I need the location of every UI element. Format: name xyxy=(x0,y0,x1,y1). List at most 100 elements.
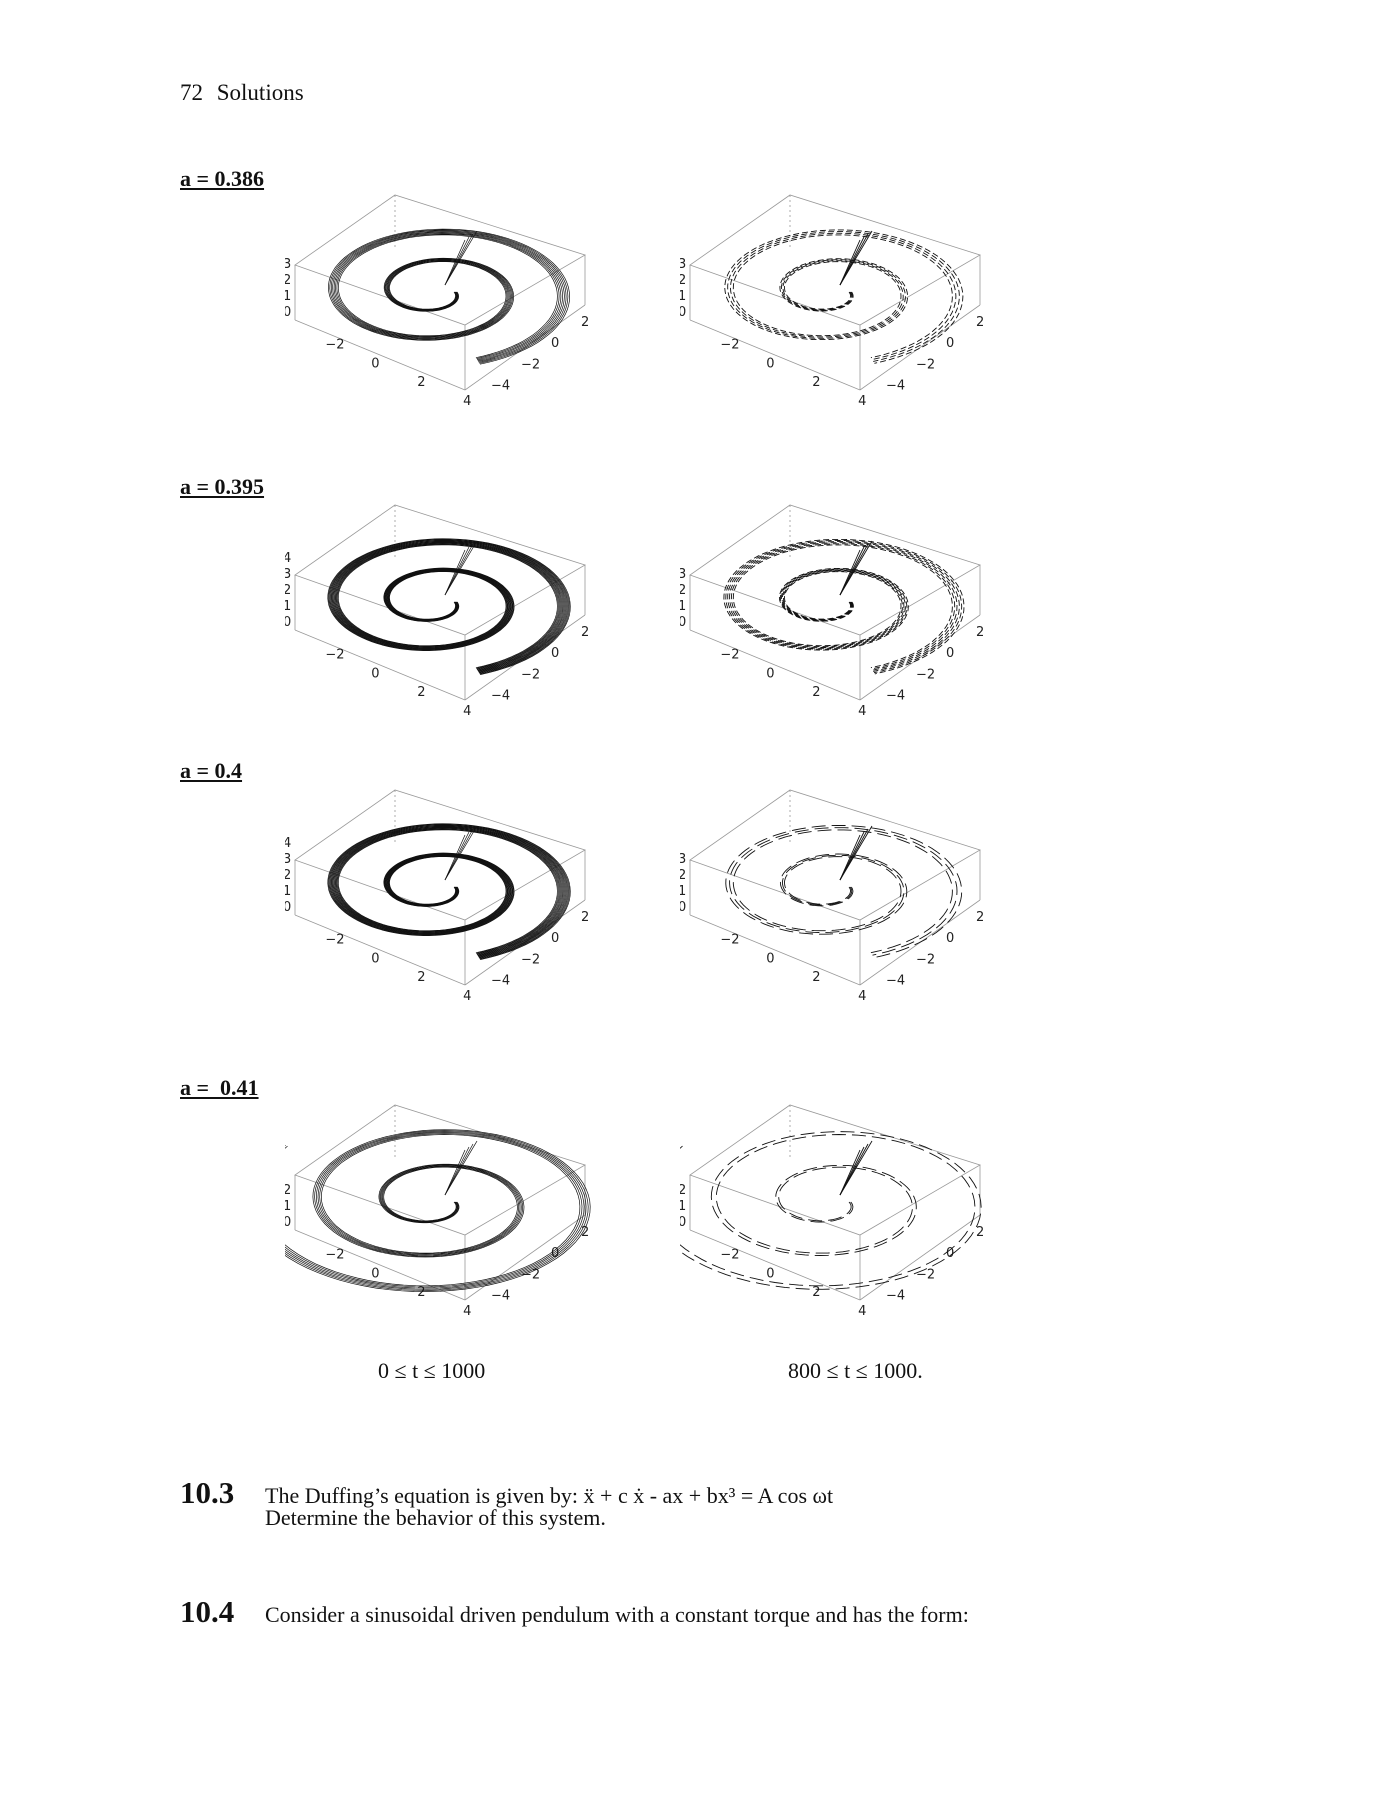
z-tick-label: 4 xyxy=(285,836,291,851)
trajectory xyxy=(327,538,571,675)
z-tick-label: 0 xyxy=(285,615,291,630)
y-tick-label: 2 xyxy=(976,625,984,640)
y-tick-label: 2 xyxy=(976,315,984,330)
param-label-2: a = 0.395 xyxy=(180,474,265,499)
plot-row4-right: 2 1 0 −2 0 2 4 2 0 −2 −4 xyxy=(680,1095,1060,1385)
x-tick-label: 4 xyxy=(858,989,866,1004)
y-tick-label: −4 xyxy=(886,379,905,394)
z-tick-label: 2 xyxy=(285,868,291,883)
z-tick-label: 3 xyxy=(680,257,686,272)
x-tick-label: 2 xyxy=(417,685,425,700)
x-tick-label: −2 xyxy=(720,647,739,662)
x-tick-label: 2 xyxy=(417,375,425,390)
z-tick-label: 2 xyxy=(680,583,686,598)
trajectory xyxy=(725,825,963,959)
z-tick-label: 0 xyxy=(680,900,686,915)
z-tick-label: 3 xyxy=(680,567,686,582)
x-tick-label: 4 xyxy=(463,1304,471,1319)
z-tick-label: 0 xyxy=(285,1215,291,1230)
y-tick-label: 0 xyxy=(946,931,954,946)
y-tick-label: 0 xyxy=(551,931,559,946)
z-tick-label: 2 xyxy=(285,1183,291,1198)
z-tick-label: 1 xyxy=(285,884,291,899)
param-label-4: a = 0.41 xyxy=(180,1075,259,1100)
x-tick-label: 0 xyxy=(371,951,379,966)
y-tick-label: −2 xyxy=(916,952,935,967)
z-tick-label: 1 xyxy=(285,1199,291,1214)
x-tick-label: 2 xyxy=(417,1285,425,1300)
y-tick-label: 0 xyxy=(551,646,559,661)
plot-row1-right: 3 2 1 0 −2 0 2 4 2 0 −2 −4 xyxy=(680,185,1060,475)
z-tick-label: 0 xyxy=(680,1215,686,1230)
z-tick-label: 1 xyxy=(680,1199,686,1214)
x-tick-label: −2 xyxy=(325,932,344,947)
trajectory xyxy=(723,538,965,675)
x-tick-label: 4 xyxy=(858,704,866,719)
z-tick-label: 1 xyxy=(680,289,686,304)
y-tick-label: 0 xyxy=(946,646,954,661)
z-tick-label: 3 xyxy=(285,852,291,867)
z-tick-label: 0 xyxy=(680,615,686,630)
plot-row2-left: 4 3 2 1 0 −2 0 2 4 2 0 −2 −4 xyxy=(285,495,665,785)
y-tick-label: 2 xyxy=(581,315,589,330)
section-title: Solutions xyxy=(216,80,304,105)
z-tick-label: 0 xyxy=(285,305,291,320)
z-tick-label: 3 xyxy=(680,852,686,867)
y-tick-label: −4 xyxy=(886,1289,905,1304)
z-tick-label: 4 xyxy=(285,551,291,566)
plot-row3-left: 4 3 2 1 0 −2 0 2 4 2 0 −2 −4 xyxy=(285,780,665,1070)
trajectory xyxy=(327,823,571,960)
z-tick-label: 1 xyxy=(285,289,291,304)
page-number: 72 xyxy=(180,80,203,105)
z-tick-label: 1 xyxy=(680,599,686,614)
y-tick-label: 2 xyxy=(581,1225,589,1240)
y-tick-label: 2 xyxy=(581,625,589,640)
param-label-1: a = 0.386 xyxy=(180,166,265,191)
caption-left: 0 ≤ t ≤ 1000 xyxy=(378,1358,486,1383)
z-tick-label: 0 xyxy=(680,305,686,320)
y-tick-label: 2 xyxy=(581,910,589,925)
x-tick-label: 4 xyxy=(858,1304,866,1319)
x-tick-label: 2 xyxy=(812,1285,820,1300)
plot-row1-left: 3 2 1 0 −2 0 2 4 2 0 −2 −4 xyxy=(285,185,665,475)
running-head: 72 Solutions xyxy=(180,80,304,106)
problem-10-3: 10.3 The Duffing’s equation is given by: … xyxy=(180,1475,834,1530)
x-tick-label: 0 xyxy=(766,666,774,681)
z-tick-label: 0 xyxy=(285,900,291,915)
z-tick-label: 3 xyxy=(285,567,291,582)
x-tick-label: 4 xyxy=(858,394,866,409)
plot-row2-right: 3 2 1 0 −2 0 2 4 2 0 −2 −4 xyxy=(680,495,1060,785)
z-tick-label: 1 xyxy=(680,884,686,899)
problem-text: The Duffing’s equation is given by: ẍ + … xyxy=(265,1483,834,1508)
z-tick-label: 1 xyxy=(285,599,291,614)
x-tick-label: 2 xyxy=(417,970,425,985)
plot-row4-left: 2 1 0 −2 0 2 4 2 0 −2 −4 xyxy=(285,1095,665,1385)
z-tick-label: 2 xyxy=(680,273,686,288)
z-tick-label: 3 xyxy=(285,257,291,272)
x-tick-label: 2 xyxy=(812,375,820,390)
y-tick-label: 0 xyxy=(551,336,559,351)
z-tick-label: 2 xyxy=(285,583,291,598)
param-label-3: a = 0.4 xyxy=(180,758,243,783)
trajectory xyxy=(724,229,964,364)
x-tick-label: −2 xyxy=(720,932,739,947)
x-tick-label: 0 xyxy=(766,1266,774,1281)
x-tick-label: 2 xyxy=(812,685,820,700)
y-tick-label: −2 xyxy=(521,952,540,967)
x-tick-label: 2 xyxy=(812,970,820,985)
problem-text-line2: Determine the behavior of this system. xyxy=(265,1505,606,1530)
x-tick-label: 0 xyxy=(766,951,774,966)
y-tick-label: −4 xyxy=(886,974,905,989)
x-tick-label: 0 xyxy=(371,1266,379,1281)
z-tick-label: 2 xyxy=(680,868,686,883)
y-tick-label: 2 xyxy=(976,1225,984,1240)
x-tick-label: −2 xyxy=(325,647,344,662)
